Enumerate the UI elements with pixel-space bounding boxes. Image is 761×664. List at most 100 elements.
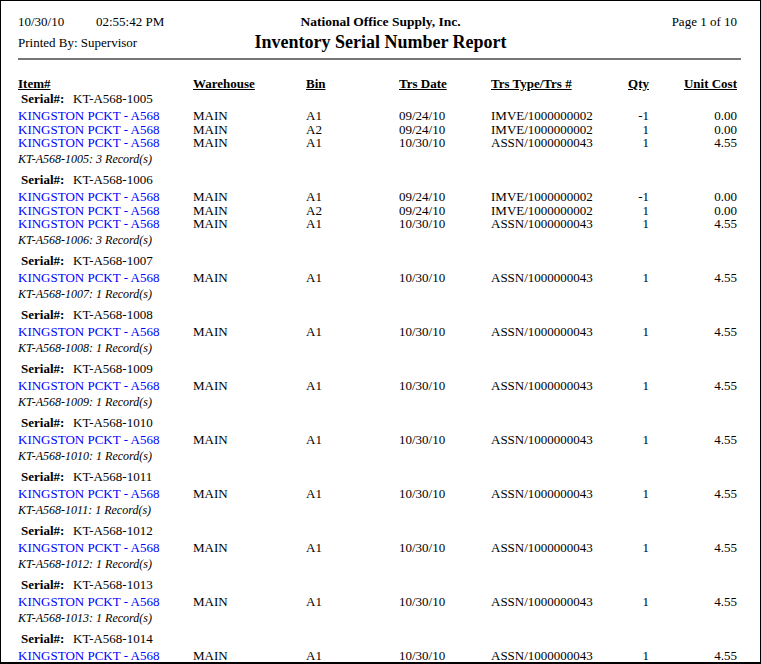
trs-date-cell: 10/30/10 — [399, 378, 445, 394]
column-header-warehouse: Warehouse — [193, 76, 255, 92]
trs-date-cell: 10/30/10 — [399, 324, 445, 340]
serial-number: KT-A568-1007 — [73, 253, 153, 269]
item-link[interactable]: KINGSTON PCKT - A568 — [18, 324, 159, 340]
qty-cell: 1 — [561, 648, 649, 664]
qty-cell: 1 — [561, 594, 649, 610]
qty-cell: 1 — [561, 135, 649, 151]
transaction-rows: KINGSTON PCKT - A568 MAIN A1 10/30/10 AS… — [1, 270, 760, 284]
serial-number: KT-A568-1013 — [73, 577, 153, 593]
qty-cell: 1 — [561, 432, 649, 448]
trs-date-cell: 10/30/10 — [399, 216, 445, 232]
unit-cost-cell: 4.55 — [651, 540, 737, 556]
serial-row: Serial#: KT-A568-1007 — [1, 253, 760, 270]
table-row: KINGSTON PCKT - A568 MAIN A1 10/30/10 AS… — [1, 432, 760, 446]
warehouse-cell: MAIN — [193, 432, 228, 448]
item-link[interactable]: KINGSTON PCKT - A568 — [18, 216, 159, 232]
bin-cell: A1 — [306, 270, 322, 286]
bin-cell: A1 — [306, 432, 322, 448]
item-link[interactable]: KINGSTON PCKT - A568 — [18, 648, 159, 664]
table-row: KINGSTON PCKT - A568 MAIN A1 10/30/10 AS… — [1, 594, 760, 608]
transaction-rows: KINGSTON PCKT - A568 MAIN A1 10/30/10 AS… — [1, 540, 760, 554]
serial-number: KT-A568-1009 — [73, 361, 153, 377]
unit-cost-cell: 4.55 — [651, 378, 737, 394]
serial-number: KT-A568-1008 — [73, 307, 153, 323]
table-row: KINGSTON PCKT - A568 MAIN A1 10/30/10 AS… — [1, 216, 760, 230]
transaction-rows: KINGSTON PCKT - A568 MAIN A1 10/30/10 AS… — [1, 432, 760, 446]
qty-cell: 1 — [561, 486, 649, 502]
trs-date-cell: 10/30/10 — [399, 135, 445, 151]
qty-cell: 1 — [561, 270, 649, 286]
table-row: KINGSTON PCKT - A568 MAIN A1 09/24/10 IM… — [1, 189, 760, 203]
bin-cell: A1 — [306, 324, 322, 340]
serial-number: KT-A568-1014 — [73, 631, 153, 647]
column-header-trs-date: Trs Date — [399, 76, 447, 92]
serial-number: KT-A568-1011 — [73, 469, 152, 485]
item-link[interactable]: KINGSTON PCKT - A568 — [18, 432, 159, 448]
bin-cell: A1 — [306, 540, 322, 556]
unit-cost-cell: 4.55 — [651, 135, 737, 151]
bin-cell: A1 — [306, 135, 322, 151]
company-name: National Office Supply, Inc. — [1, 14, 760, 30]
unit-cost-cell: 4.55 — [651, 270, 737, 286]
serial-row: Serial#: KT-A568-1010 — [1, 415, 760, 432]
item-link[interactable]: KINGSTON PCKT - A568 — [18, 594, 159, 610]
group-summary: KT-A568-1006: 3 Record(s) — [1, 233, 760, 246]
serial-label: Serial#: — [21, 253, 64, 269]
group-summary: KT-A568-1012: 1 Record(s) — [1, 557, 760, 570]
bin-cell: A1 — [306, 594, 322, 610]
serial-label: Serial#: — [21, 361, 64, 377]
bin-cell: A1 — [306, 378, 322, 394]
serial-group: Serial#: KT-A568-1011 KINGSTON PCKT - A5… — [1, 469, 760, 516]
unit-cost-cell: 4.55 — [651, 216, 737, 232]
bin-cell: A1 — [306, 486, 322, 502]
serial-group: Serial#: KT-A568-1009 KINGSTON PCKT - A5… — [1, 361, 760, 408]
unit-cost-cell: 4.55 — [651, 432, 737, 448]
qty-cell: 1 — [561, 540, 649, 556]
column-header-qty: Qty — [561, 76, 649, 92]
serial-row: Serial#: KT-A568-1009 — [1, 361, 760, 378]
serial-row: Serial#: KT-A568-1012 — [1, 523, 760, 540]
item-link[interactable]: KINGSTON PCKT - A568 — [18, 270, 159, 286]
warehouse-cell: MAIN — [193, 378, 228, 394]
unit-cost-cell: 4.55 — [651, 594, 737, 610]
unit-cost-cell: 4.55 — [651, 324, 737, 340]
header-divider — [18, 58, 741, 60]
serial-label: Serial#: — [21, 469, 64, 485]
serial-group: Serial#: KT-A568-1013 KINGSTON PCKT - A5… — [1, 577, 760, 624]
serial-label: Serial#: — [21, 631, 64, 647]
item-link[interactable]: KINGSTON PCKT - A568 — [18, 486, 159, 502]
table-row: KINGSTON PCKT - A568 MAIN A2 09/24/10 IM… — [1, 203, 760, 217]
serial-row: Serial#: KT-A568-1006 — [1, 172, 760, 189]
unit-cost-cell: 4.55 — [651, 486, 737, 502]
group-summary: KT-A568-1007: 1 Record(s) — [1, 287, 760, 300]
warehouse-cell: MAIN — [193, 594, 228, 610]
serial-label: Serial#: — [21, 577, 64, 593]
trs-date-cell: 10/30/10 — [399, 270, 445, 286]
serial-row: Serial#: KT-A568-1005 — [1, 91, 760, 108]
transaction-rows: KINGSTON PCKT - A568 MAIN A1 10/30/10 AS… — [1, 648, 760, 662]
serial-label: Serial#: — [21, 523, 64, 539]
trs-date-cell: 10/30/10 — [399, 594, 445, 610]
item-link[interactable]: KINGSTON PCKT - A568 — [18, 135, 159, 151]
transaction-rows: KINGSTON PCKT - A568 MAIN A1 09/24/10 IM… — [1, 108, 760, 149]
group-summary: KT-A568-1010: 1 Record(s) — [1, 449, 760, 462]
transaction-rows: KINGSTON PCKT - A568 MAIN A1 10/30/10 AS… — [1, 378, 760, 392]
warehouse-cell: MAIN — [193, 270, 228, 286]
group-summary: KT-A568-1008: 1 Record(s) — [1, 341, 760, 354]
serial-groups: Serial#: KT-A568-1005 KINGSTON PCKT - A5… — [1, 91, 760, 662]
warehouse-cell: MAIN — [193, 486, 228, 502]
transaction-rows: KINGSTON PCKT - A568 MAIN A1 09/24/10 IM… — [1, 189, 760, 230]
qty-cell: 1 — [561, 324, 649, 340]
serial-label: Serial#: — [21, 307, 64, 323]
table-row: KINGSTON PCKT - A568 MAIN A1 10/30/10 AS… — [1, 135, 760, 149]
serial-row: Serial#: KT-A568-1011 — [1, 469, 760, 486]
transaction-rows: KINGSTON PCKT - A568 MAIN A1 10/30/10 AS… — [1, 324, 760, 338]
item-link[interactable]: KINGSTON PCKT - A568 — [18, 540, 159, 556]
serial-row: Serial#: KT-A568-1014 — [1, 631, 760, 648]
column-header-trs-type: Trs Type/Trs # — [491, 76, 572, 92]
warehouse-cell: MAIN — [193, 648, 228, 664]
serial-group: Serial#: KT-A568-1012 KINGSTON PCKT - A5… — [1, 523, 760, 570]
group-summary: KT-A568-1011: 1 Record(s) — [1, 503, 760, 516]
column-header-row: Item# Warehouse Bin Trs Date Trs Type/Tr… — [1, 76, 760, 91]
item-link[interactable]: KINGSTON PCKT - A568 — [18, 378, 159, 394]
